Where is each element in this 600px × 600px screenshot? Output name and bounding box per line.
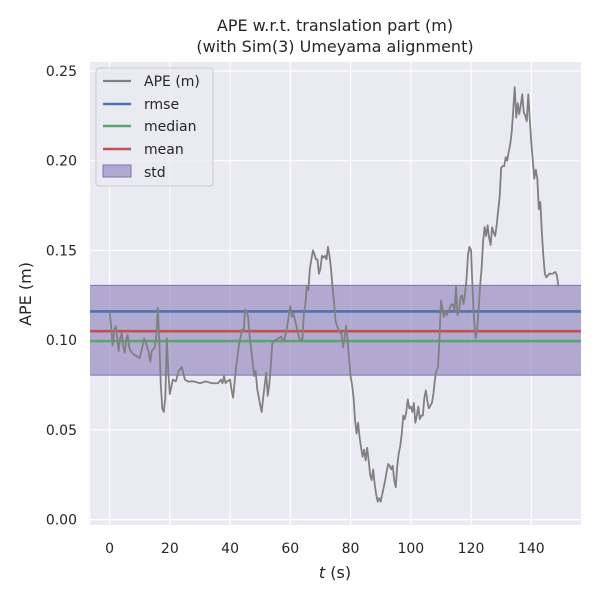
plot-layer — [90, 86, 581, 503]
x-axis-label: t (s) — [319, 563, 351, 582]
legend: APE (m) rmse median mean std — [95, 67, 214, 187]
y-tick-label: 0.10 — [46, 333, 77, 349]
tick-labels: 0 20 40 60 80 100 120 140 0.00 0.05 0.10 0.15 0.20 0.… — [46, 64, 545, 557]
y-tick-label: 0.20 — [46, 154, 77, 170]
y-axis-label: APE (m) — [16, 262, 35, 326]
chart-title-line2: (with Sim(3) Umeyama alignment) — [196, 37, 473, 56]
x-axis-label-unit: (s) — [325, 563, 351, 582]
legend-label-mean: mean — [144, 142, 184, 158]
legend-label-rmse: rmse — [144, 97, 179, 113]
x-tick-label: 0 — [105, 541, 114, 557]
y-tick-label: 0.15 — [46, 243, 77, 259]
y-tick-label: 0.25 — [46, 64, 77, 80]
legend-label-std: std — [144, 165, 166, 181]
x-tick-label: 40 — [221, 541, 239, 557]
x-tick-label: 20 — [161, 541, 179, 557]
y-tick-label: 0.00 — [46, 513, 77, 529]
x-axis-label-variable: t — [319, 563, 326, 582]
x-tick-label: 80 — [342, 541, 360, 557]
x-tick-label: 140 — [518, 541, 545, 557]
y-tick-label: 0.05 — [46, 423, 77, 439]
ape-series-line — [108, 86, 560, 503]
x-tick-label: 100 — [397, 541, 424, 557]
legend-label-ape: APE (m) — [144, 74, 200, 90]
legend-frame — [95, 67, 214, 187]
legend-swatch-std — [102, 164, 132, 178]
x-tick-label: 60 — [281, 541, 299, 557]
chart-title-line1: APE w.r.t. translation part (m) — [217, 16, 453, 35]
x-tick-label: 120 — [458, 541, 485, 557]
legend-label-median: median — [144, 119, 196, 135]
